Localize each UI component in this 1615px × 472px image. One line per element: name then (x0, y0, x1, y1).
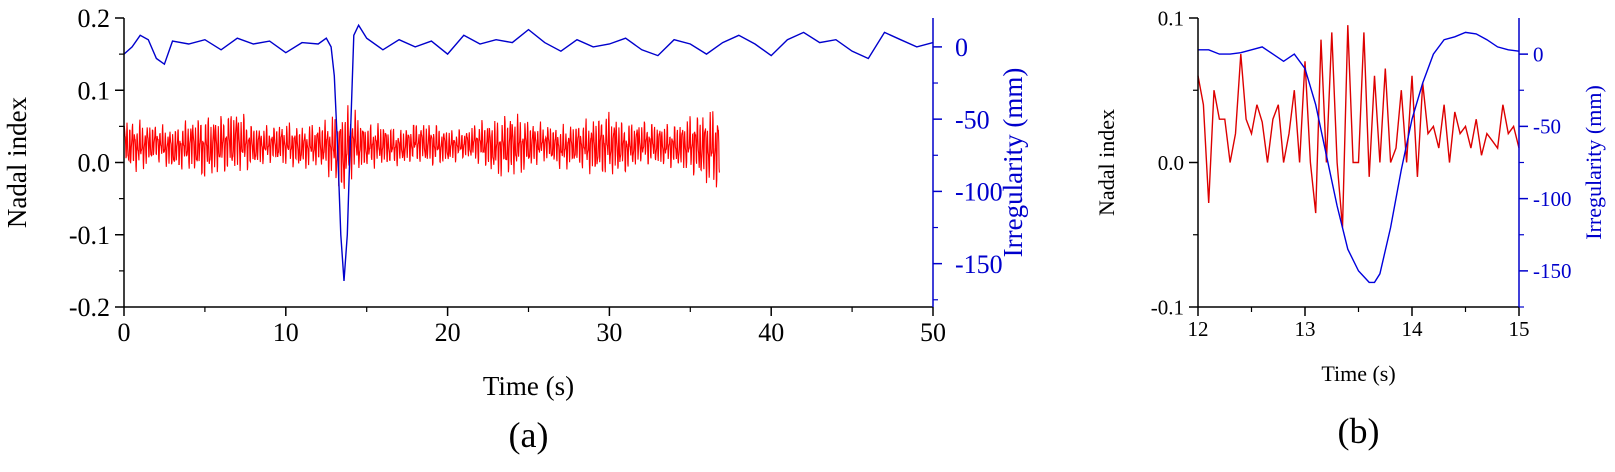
y-axis-right-label: Irregularity (mm) (998, 68, 1028, 258)
nadal-index-series (1197, 25, 1520, 228)
y-axis-left-label: Nadal index (2, 96, 32, 228)
y-right-tick-label: 0 (955, 33, 968, 62)
y-axis-right-label: Irregularity (mm) (1581, 85, 1606, 240)
x-tick-label: 10 (273, 318, 299, 347)
y-right-tick-label: -50 (1533, 115, 1561, 139)
y-left-tick-label: 0.0 (78, 149, 111, 178)
y-right-tick-label: -100 (1533, 187, 1572, 211)
x-tick-label: 30 (596, 318, 622, 347)
irregularity-series (123, 23, 934, 282)
irregularity-series (1198, 31, 1520, 284)
x-tick-label: 40 (758, 318, 784, 347)
y-right-tick-label: -50 (955, 105, 990, 134)
x-tick-label: 50 (920, 318, 946, 347)
y-left-tick-label: -0.1 (1151, 295, 1184, 319)
y-right-tick-label: -100 (955, 178, 1003, 207)
panel-caption: (a) (509, 415, 549, 455)
x-tick-label: 20 (435, 318, 461, 347)
x-tick-label: 12 (1188, 317, 1209, 341)
y-left-tick-label: -0.1 (69, 221, 110, 250)
panel-caption: (b) (1338, 411, 1380, 451)
y-left-tick-label: 0.0 (1158, 151, 1184, 175)
x-tick-label: 14 (1402, 317, 1424, 341)
y-right-tick-label: -150 (955, 250, 1003, 279)
y-axis-left-label: Nadal index (1094, 109, 1119, 216)
chart-b: 12 13 14 15 -0.1 0.0 0.1 0 -50 -100 -150 Time (s) Na… (1094, 6, 1606, 451)
y-left-tick-label: 0.1 (1158, 6, 1184, 30)
x-tick-label: 15 (1509, 317, 1530, 341)
y-left-tick-label: 0.1 (78, 76, 111, 105)
y-left-tick-label: -0.2 (69, 293, 110, 322)
x-axis-label: Time (s) (1321, 361, 1395, 386)
nadal-index-series (123, 105, 720, 189)
x-tick-label: 13 (1295, 317, 1316, 341)
x-axis-label: Time (s) (483, 371, 574, 401)
y-left-tick-label: 0.2 (78, 4, 111, 33)
y-right-tick-label: 0 (1533, 42, 1544, 66)
x-tick-label: 0 (118, 318, 131, 347)
y-right-tick-label: -150 (1533, 259, 1572, 283)
chart-a: 0 10 20 30 40 50 -0.2 -0.1 0.0 0.1 0.2 0 -50 -100 -150… (2, 4, 1028, 455)
